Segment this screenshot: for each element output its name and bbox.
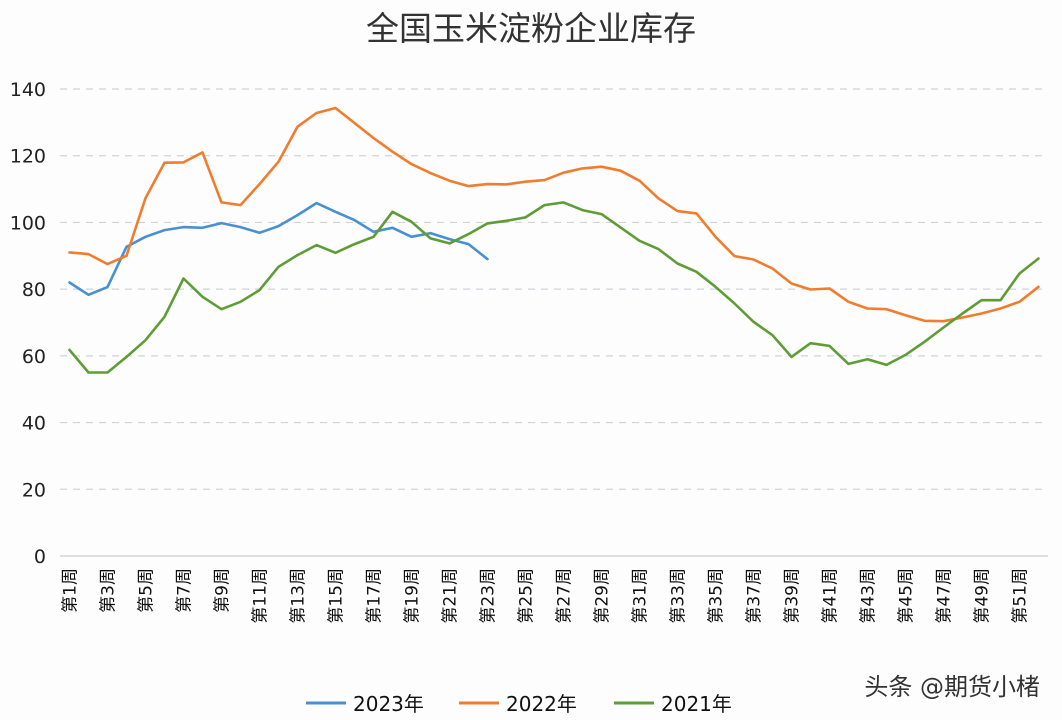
x-tick-label: 第29周 bbox=[593, 568, 613, 624]
legend-label: 2023年 bbox=[353, 692, 424, 716]
x-tick-label: 第21周 bbox=[441, 568, 461, 624]
x-tick-label: 第11周 bbox=[251, 568, 271, 624]
y-tick-label: 0 bbox=[34, 546, 46, 568]
x-tick-label: 第7周 bbox=[175, 568, 195, 613]
series-line-2023年 bbox=[68, 201, 489, 297]
x-tick-label: 第33周 bbox=[669, 568, 689, 624]
y-tick-label: 20 bbox=[22, 479, 46, 501]
y-axis-ticks: 0 20 40 60 80 100 120 140 bbox=[10, 79, 46, 568]
chart-title: 全国玉米淀粉企业库存 bbox=[366, 9, 696, 48]
x-tick-label: 第43周 bbox=[859, 568, 879, 624]
x-tick-label: 第31周 bbox=[631, 568, 651, 624]
legend-label: 2022年 bbox=[506, 692, 577, 716]
x-tick-label: 第51周 bbox=[1011, 568, 1031, 624]
x-tick-label: 第15周 bbox=[327, 568, 347, 624]
x-tick-label: 第17周 bbox=[365, 568, 385, 624]
x-tick-label: 第1周 bbox=[61, 568, 81, 613]
x-tick-label: 第19周 bbox=[403, 568, 423, 624]
x-tick-label: 第35周 bbox=[707, 568, 727, 624]
series-line-2021年 bbox=[68, 201, 1040, 374]
series-line-2022年 bbox=[68, 106, 1040, 323]
x-tick-label: 第9周 bbox=[213, 568, 233, 613]
y-tick-label: 120 bbox=[10, 146, 46, 168]
x-axis-ticks: 第1周 第3周 第5周 第7周 第9周 第11周 第13周 第15周 第17周 第19周 第21周第… bbox=[61, 568, 1031, 624]
y-tick-label: 80 bbox=[22, 279, 46, 301]
y-tick-label: 60 bbox=[22, 346, 46, 368]
x-tick-label: 第47周 bbox=[935, 568, 955, 624]
legend-label: 2021年 bbox=[661, 692, 732, 716]
series-lines bbox=[68, 106, 1040, 374]
x-tick-label: 第39周 bbox=[783, 568, 803, 624]
x-tick-label: 第27周 bbox=[555, 568, 575, 624]
gridlines bbox=[60, 88, 1048, 557]
x-tick-label: 第23周 bbox=[479, 568, 499, 624]
y-tick-label: 40 bbox=[22, 413, 46, 435]
x-tick-label: 第41周 bbox=[821, 568, 841, 624]
y-tick-label: 140 bbox=[10, 79, 46, 101]
x-tick-label: 第5周 bbox=[137, 568, 157, 613]
x-tick-label: 第13周 bbox=[289, 568, 309, 624]
x-tick-label: 第3周 bbox=[99, 568, 119, 613]
x-tick-label: 第49周 bbox=[973, 568, 993, 624]
legend: 2023年 2022年 2021年 bbox=[306, 692, 732, 716]
y-tick-label: 100 bbox=[10, 212, 46, 234]
x-tick-label: 第25周 bbox=[517, 568, 537, 624]
x-tick-label: 第45周 bbox=[897, 568, 917, 624]
watermark: 头条 @期货小楮 bbox=[864, 673, 1040, 701]
x-tick-label: 第37周 bbox=[745, 568, 765, 624]
